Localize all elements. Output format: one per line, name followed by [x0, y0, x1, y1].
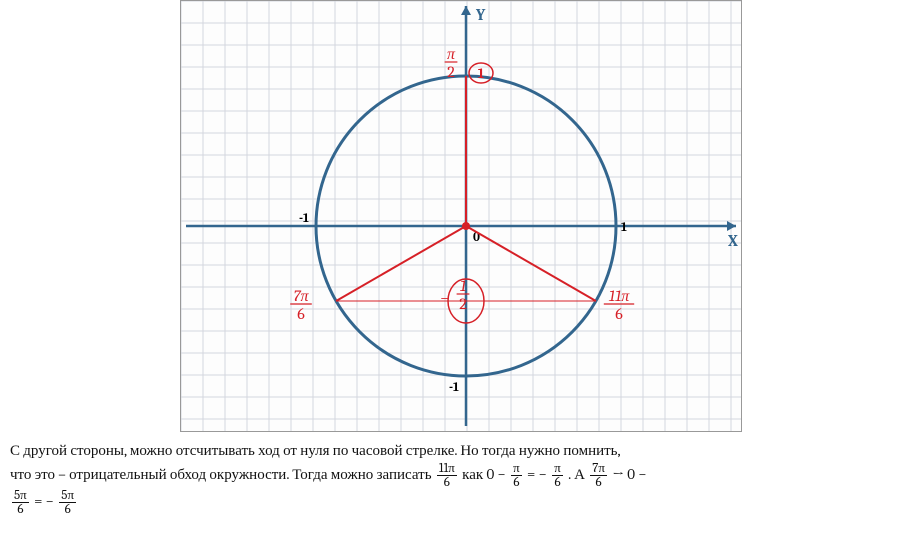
text-line1: С другой стороны, можно отсчитывать ход … — [10, 441, 621, 459]
svg-text:2: 2 — [447, 63, 455, 81]
frac-pi6-b: π6 — [552, 462, 563, 489]
text-line2a: что это – отрицательный обход окружности… — [10, 465, 435, 483]
svg-text:2: 2 — [459, 295, 467, 313]
svg-text:6: 6 — [297, 305, 305, 323]
svg-text:-1: -1 — [449, 380, 459, 395]
svg-text:π: π — [447, 45, 456, 63]
svg-text:7π: 7π — [293, 287, 309, 305]
frac-11pi6: 11π6 — [437, 462, 457, 489]
text-line2b: как 0 − — [462, 465, 509, 483]
frac-pi6-a: π6 — [511, 462, 522, 489]
svg-text:6: 6 — [615, 305, 623, 323]
explanation-text: С другой стороны, можно отсчитывать ход … — [0, 438, 921, 516]
svg-text:1: 1 — [460, 277, 466, 295]
svg-text:X: X — [728, 232, 738, 250]
text-line2d: . А — [568, 465, 588, 483]
svg-text:-1: -1 — [299, 211, 309, 226]
unit-circle-figure: XY-11-101π2−127π611π6 — [180, 0, 742, 432]
frac-5pi6-b: 5π6 — [59, 489, 76, 516]
svg-text:1: 1 — [621, 220, 627, 235]
text-line2e: → 0 − — [612, 465, 646, 483]
text-line3a: = − — [34, 492, 57, 510]
svg-text:11π: 11π — [609, 287, 631, 305]
svg-text:Y: Y — [475, 6, 486, 24]
svg-text:−: − — [440, 289, 449, 307]
frac-5pi6-a: 5π6 — [12, 489, 29, 516]
svg-text:1: 1 — [478, 65, 485, 82]
frac-7pi6: 7π6 — [590, 462, 607, 489]
text-line2c: = − — [527, 465, 550, 483]
